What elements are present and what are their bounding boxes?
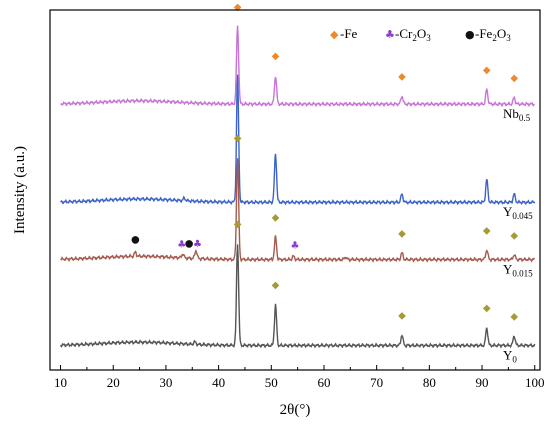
phase-marker: ◆ (234, 2, 242, 13)
phase-marker: ◆ (510, 230, 518, 241)
x-axis-title: 2θ(°) (280, 402, 311, 418)
curve-Nb0.5 (60, 25, 536, 108)
phase-marker: ◆ (234, 133, 242, 144)
phase-marker: ◆ (272, 212, 280, 223)
x-tick-label: 50 (265, 375, 278, 390)
curve-Y0.015 (60, 158, 535, 263)
x-tick-label: 70 (370, 375, 383, 390)
legend-marker: ♣ (385, 28, 395, 41)
x-tick-label: 20 (107, 375, 120, 390)
x-tick-label: 10 (54, 375, 67, 390)
curve-Y0.045 (60, 74, 536, 206)
curve-Y0 (59, 244, 536, 349)
phase-marker: ◆ (510, 311, 518, 322)
phase-marker: ◆ (398, 229, 406, 240)
series-label: Y0 (503, 347, 517, 364)
phase-marker: ◆ (398, 72, 406, 83)
phase-marker: ◆ (483, 303, 491, 314)
legend-label: -Cr2O3 (395, 26, 431, 43)
legend-marker: ● (465, 28, 475, 41)
phase-marker: ♣ (177, 239, 186, 250)
phase-marker: ♣ (291, 241, 300, 252)
phase-marker: ◆ (483, 65, 491, 76)
legend-item: ◆ -Fe (330, 26, 358, 41)
diffraction-curves (59, 25, 536, 349)
legend-label: -Fe2O3 (475, 26, 511, 43)
phase-marker: ◆ (510, 73, 518, 84)
series-label: Y0.045 (503, 204, 533, 221)
x-tick-label: 40 (212, 375, 225, 390)
legend-item: ♣ -Cr2O3 (385, 26, 431, 43)
legend-label: -Fe (340, 26, 358, 41)
phase-marker: ◆ (272, 280, 280, 291)
phase-marker: ◆ (272, 51, 280, 62)
phase-marker: ◆ (483, 225, 491, 236)
y-axis-title: Intensity (a.u.) (12, 146, 28, 234)
phase-markers: ◆◆◆◆◆◆◆◆ ◆ ◆● ●♣ ♣ ♣◆◆◆◆◆ (131, 2, 518, 322)
phase-marker: ♣ (193, 239, 202, 250)
phase-marker: ◆ (398, 310, 406, 321)
legend-item: ● -Fe2O3 (465, 26, 511, 43)
phase-marker: ● (131, 234, 140, 245)
series-label: Y0.015 (503, 261, 533, 278)
phase-marker: ● (185, 238, 194, 249)
legend-marker: ◆ (330, 28, 339, 41)
series-labels: Y0 Y0.015 Y0.045 Nb0.5 (503, 106, 533, 364)
x-tick-label: 90 (476, 375, 489, 390)
phase-marker: ◆ (234, 219, 242, 230)
x-tick-label: 100 (525, 375, 545, 390)
plot-frame (49, 9, 541, 371)
x-axis-ticks: 10 20 30 40 50 60 70 80 90 100 (54, 365, 544, 390)
x-tick-label: 30 (159, 375, 172, 390)
series-label: Nb0.5 (503, 106, 531, 123)
legend: ◆ -Fe ♣ -Cr2O3 ● -Fe2O3 (330, 26, 511, 43)
x-tick-label: 60 (317, 375, 330, 390)
x-tick-label: 80 (423, 375, 436, 390)
